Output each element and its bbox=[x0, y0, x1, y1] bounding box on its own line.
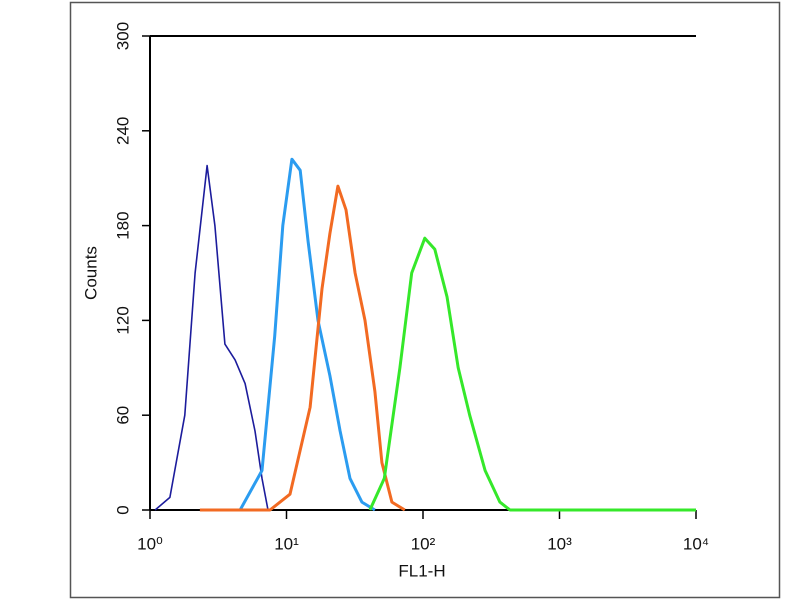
y-tick-label: 0 bbox=[113, 505, 132, 514]
x-tick-label: 10⁴ bbox=[683, 534, 709, 553]
y-tick-label: 60 bbox=[113, 406, 132, 425]
x-axis-label: FL1-H bbox=[398, 561, 445, 580]
y-tick-label: 180 bbox=[113, 211, 132, 239]
y-tick-label: 300 bbox=[113, 22, 132, 50]
histogram-line bbox=[238, 157, 376, 512]
x-tick-label: 10² bbox=[411, 534, 436, 553]
x-tick-label: 10¹ bbox=[274, 534, 299, 553]
histogram-line bbox=[368, 236, 696, 512]
y-tick-label: 120 bbox=[113, 306, 132, 334]
y-tick-label: 240 bbox=[113, 117, 132, 145]
frame bbox=[69, 1, 781, 599]
x-tick-label: 10³ bbox=[547, 534, 572, 553]
histogram-line bbox=[154, 164, 269, 511]
histogram-line bbox=[199, 184, 406, 512]
y-axis-label: Counts bbox=[81, 246, 100, 300]
x-tick-label: 10⁰ bbox=[137, 534, 163, 553]
